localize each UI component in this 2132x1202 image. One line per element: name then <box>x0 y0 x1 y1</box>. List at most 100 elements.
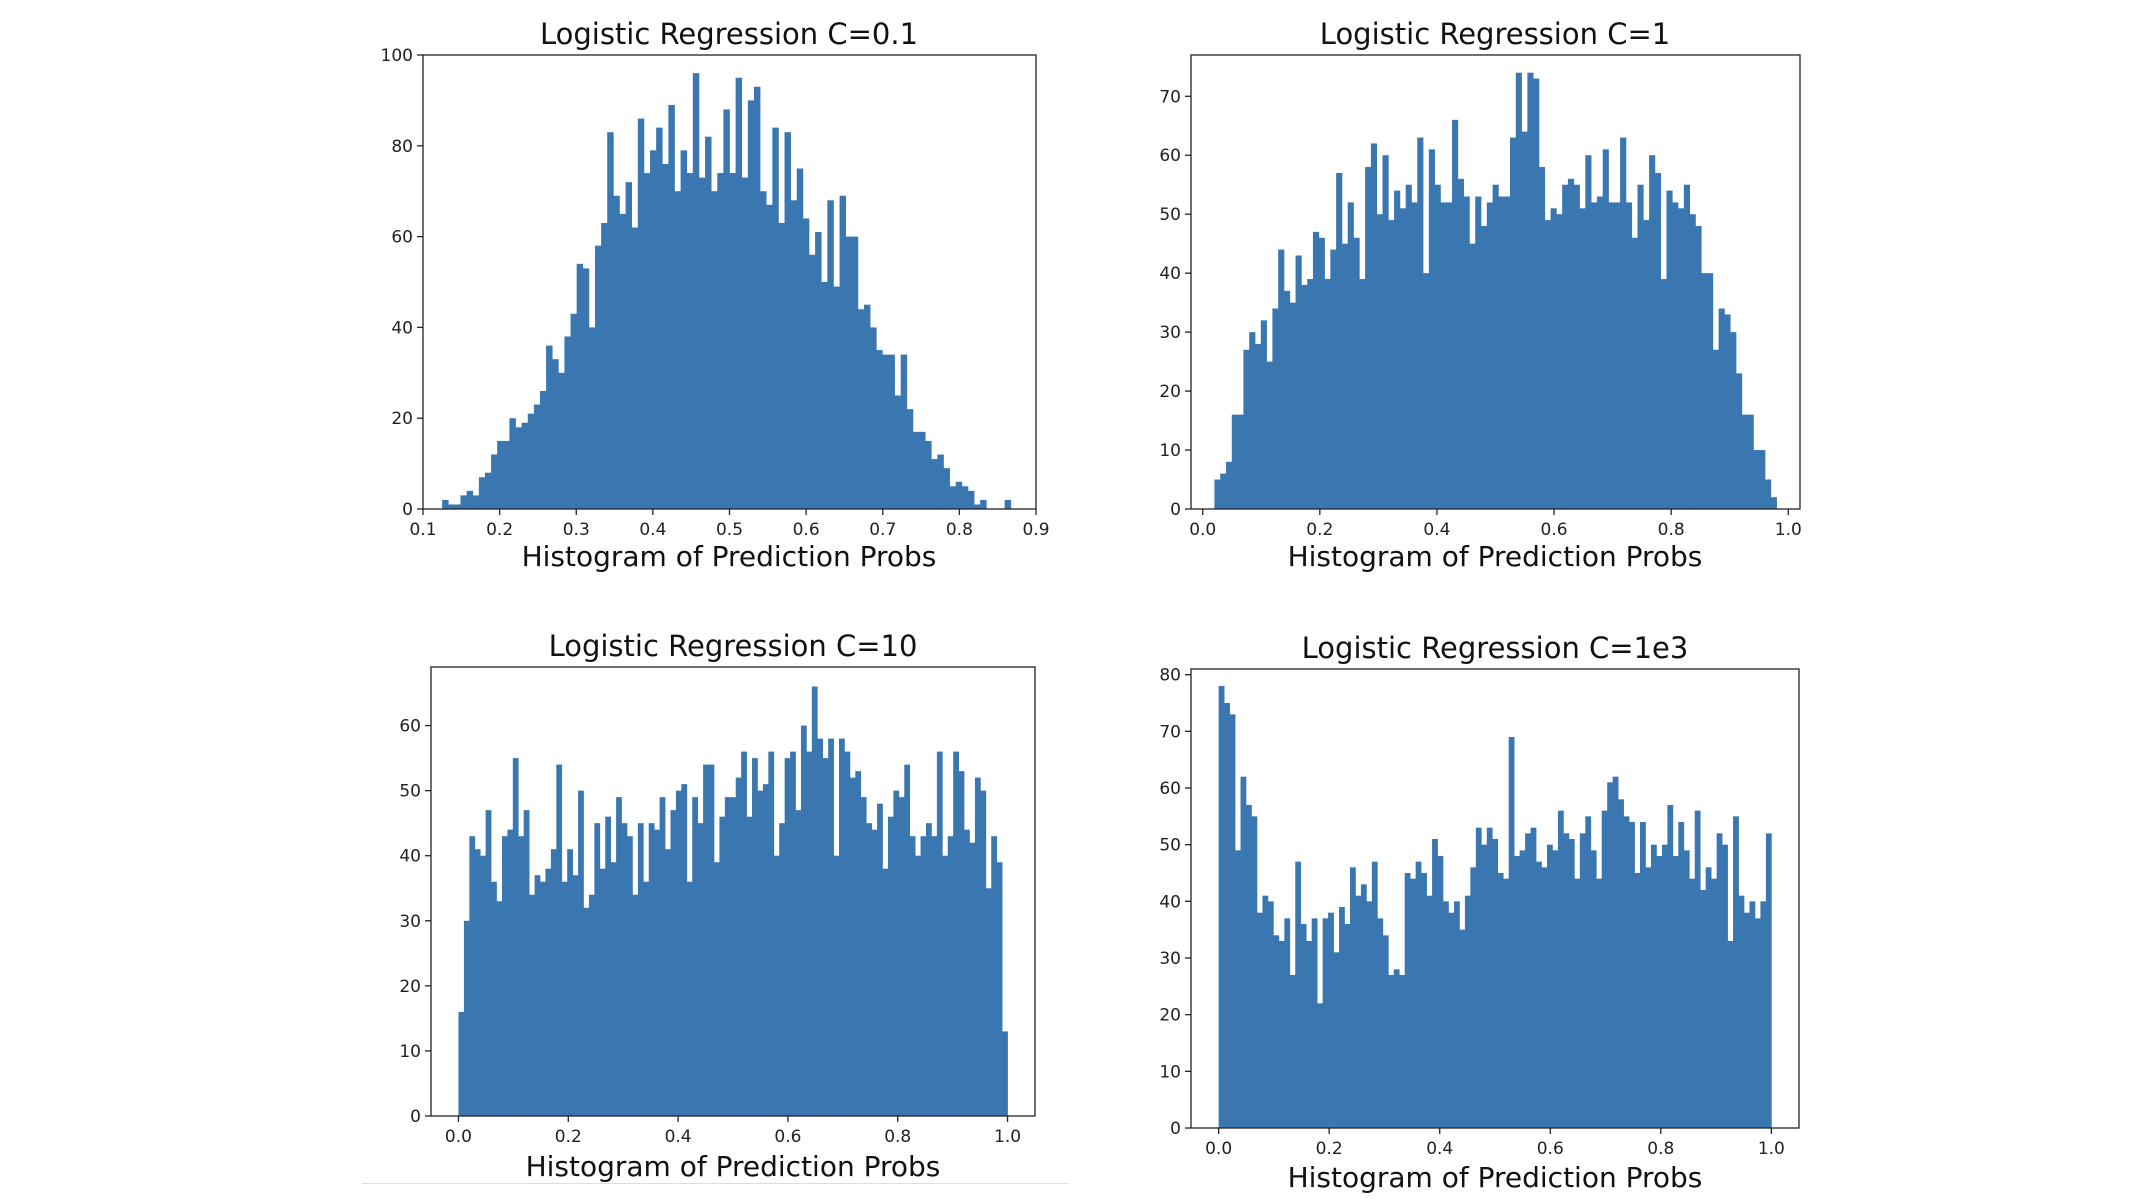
histogram-bar <box>1273 935 1280 1128</box>
histogram-bar <box>723 109 730 509</box>
histogram-bar <box>509 418 516 509</box>
histogram-bar <box>1330 249 1337 509</box>
y-tick-label: 0 <box>410 1107 421 1127</box>
histogram-bar <box>1459 929 1466 1128</box>
histogram-bar <box>1218 686 1225 1128</box>
histogram-bar <box>1306 941 1313 1128</box>
histogram-bar <box>1434 184 1441 509</box>
histogram-bar <box>811 686 818 1116</box>
histogram-bar <box>529 894 535 1116</box>
histogram-bar <box>760 191 767 509</box>
histogram-bar <box>1283 290 1291 509</box>
histogram-bar <box>1339 907 1345 1128</box>
histogram-bar <box>1738 895 1745 1128</box>
y-ticks: 0 10 20 30 40 50 60 70 <box>1159 87 1191 520</box>
y-tick-label: 0 <box>1170 500 1181 520</box>
histogram-bar <box>1453 901 1460 1128</box>
histogram-bar <box>469 836 476 1116</box>
histogram-bar <box>527 413 535 509</box>
histogram-bar <box>1672 856 1679 1128</box>
y-tick-label: 0 <box>1170 1119 1181 1139</box>
histogram-bar <box>534 875 541 1116</box>
histogram-bar <box>1530 827 1537 1128</box>
histogram-bar <box>1546 844 1553 1128</box>
histogram-bar <box>708 764 715 1116</box>
histogram-bar <box>860 797 867 1116</box>
histogram-bar <box>656 127 663 509</box>
histogram-bar <box>790 751 796 1116</box>
histogram-bar <box>1527 72 1534 509</box>
histogram-bar <box>621 823 628 1116</box>
histogram-bar <box>1249 332 1256 509</box>
histogram-bar <box>931 836 938 1116</box>
histogram-bar <box>496 901 503 1116</box>
x-ticks: 0.0 0.2 0.4 0.6 0.8 1.0 <box>445 1116 1021 1147</box>
histogram-bar <box>578 790 584 1116</box>
histogram-bar <box>1770 497 1777 509</box>
histogram-bar <box>851 236 859 509</box>
histogram-bar <box>958 771 965 1116</box>
histogram-bar <box>877 803 883 1116</box>
histogram-bar <box>1333 952 1340 1128</box>
histogram-bar <box>1237 414 1244 509</box>
histogram-bar <box>692 797 699 1116</box>
histogram-bar <box>599 868 606 1116</box>
histogram-bar <box>1579 833 1586 1128</box>
histogram-bar <box>1573 184 1580 509</box>
histogram-bar <box>1301 284 1308 509</box>
histogram-bar <box>497 440 504 509</box>
histogram-bar <box>949 486 957 509</box>
histogram-bar <box>552 359 559 509</box>
histogram-bar <box>501 836 508 1116</box>
histogram-bar <box>1556 214 1563 509</box>
histogram-bar <box>507 829 514 1116</box>
histogram-bar <box>1563 833 1570 1128</box>
y-tick-label: 10 <box>399 1042 421 1062</box>
histogram-bar <box>894 395 902 509</box>
histogram-bar <box>1727 941 1734 1128</box>
histogram-bar <box>773 855 780 1116</box>
histogram-bar <box>864 304 871 509</box>
histogram-bar <box>463 920 470 1116</box>
bars-group <box>442 73 1012 510</box>
histogram-bar <box>1235 850 1241 1128</box>
histogram-bar <box>1552 850 1559 1128</box>
histogram-bar <box>1705 867 1712 1128</box>
histogram-bar <box>1747 414 1754 509</box>
plot-frame <box>1190 54 1801 510</box>
histogram-bar <box>1689 878 1696 1128</box>
histogram-bar <box>1404 873 1411 1128</box>
histogram-bar <box>1678 822 1685 1128</box>
histogram-bar <box>1614 202 1621 509</box>
histogram-bar <box>802 218 810 509</box>
histogram-bar <box>1497 873 1504 1128</box>
histogram-bar <box>961 486 969 509</box>
histogram-bar <box>662 163 669 509</box>
histogram-bar <box>1612 776 1619 1128</box>
histogram-bar <box>466 490 474 509</box>
histogram-bar <box>729 173 736 510</box>
histogram-bar <box>1562 184 1569 509</box>
histogram-bar <box>1382 155 1389 510</box>
histogram-bar <box>1568 839 1575 1128</box>
histogram-bar <box>766 204 773 509</box>
histogram-bar <box>1421 873 1427 1128</box>
histogram-bar <box>815 232 822 509</box>
histogram-bar <box>1759 450 1766 509</box>
histogram-bar <box>1754 918 1761 1128</box>
histogram-bar <box>631 227 639 509</box>
histogram-bar <box>1667 805 1674 1128</box>
histogram-bar <box>1312 231 1320 509</box>
x-tick-label: 0.6 <box>774 1127 801 1147</box>
histogram-bar <box>1004 499 1012 509</box>
histogram-bar <box>480 855 486 1116</box>
x-tick-label: 0.9 <box>1022 520 1049 540</box>
histogram-bar <box>795 810 802 1116</box>
y-tick-label: 60 <box>1159 779 1181 799</box>
histogram-bar <box>937 454 944 509</box>
y-tick-label: 60 <box>1159 146 1181 166</box>
histogram-bar <box>1370 143 1378 509</box>
histogram-bar <box>637 823 644 1116</box>
histogram-bar <box>619 213 626 509</box>
histogram-bar <box>1289 302 1296 509</box>
